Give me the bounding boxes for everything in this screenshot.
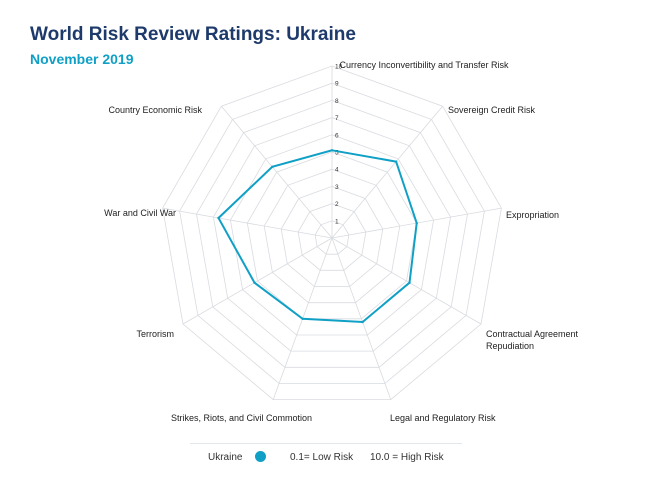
tick-label: 5: [335, 150, 339, 157]
legend-series-marker: [255, 451, 266, 462]
legend-low-risk: 0.1= Low Risk: [290, 452, 354, 463]
grid-ring: [179, 82, 485, 384]
tick-label: 4: [335, 167, 339, 174]
series-line-ukraine: [217, 149, 418, 324]
radar-category-labels: Currency Inconvertibility and Transfer R…: [104, 60, 578, 423]
radar-tick-labels: 1 2 3 4 5 6 7 8 9 10: [335, 64, 343, 226]
series-point: [271, 165, 274, 168]
grid-ring: [196, 99, 468, 368]
category-label: Terrorism: [137, 329, 175, 339]
tick-label: 3: [335, 184, 339, 191]
tick-label: 2: [335, 201, 339, 208]
legend-series-label: Ukraine: [208, 452, 243, 463]
category-label: War and Civil War: [104, 208, 176, 218]
grid-ring: [297, 203, 367, 271]
radar-series: [217, 149, 418, 324]
radar-grid: [162, 65, 502, 401]
chart-legend: Ukraine 0.1= Low Risk 10.0 = High Risk: [190, 443, 462, 470]
tick-label: 9: [335, 81, 339, 88]
category-label: Strikes, Riots, and Civil Commotion: [171, 413, 312, 423]
axis-spoke: [182, 237, 333, 325]
tick-label: 7: [335, 115, 339, 122]
radar-spokes: [162, 66, 502, 400]
series-point: [217, 216, 220, 220]
chart-subtitle: November 2019: [30, 51, 134, 67]
axis-spoke: [331, 237, 482, 325]
series-point: [330, 149, 334, 152]
category-label: Currency Inconvertibility and Transfer R…: [339, 60, 509, 70]
category-label: Sovereign Credit Risk: [448, 105, 536, 115]
legend-high-risk: 10.0 = High Risk: [370, 452, 444, 463]
tick-label: 6: [335, 132, 339, 139]
series-point: [408, 281, 411, 284]
axis-spoke: [162, 207, 333, 239]
grid-ring: [280, 185, 384, 287]
grid-ring: [263, 168, 401, 304]
category-label: Expropriation: [506, 210, 559, 220]
axis-spoke: [331, 105, 443, 239]
grid-ring: [212, 117, 452, 352]
grid-ring: [314, 220, 350, 255]
tick-label: 10: [335, 64, 343, 71]
tick-label: 8: [335, 98, 339, 105]
category-label: Contractual Agreement Repudiation: [486, 329, 579, 351]
chart-title: World Risk Review Ratings: Ukraine: [30, 24, 356, 45]
grid-ring: [246, 151, 418, 320]
series-point: [361, 320, 364, 324]
axis-spoke: [331, 237, 392, 400]
series-point: [394, 160, 398, 163]
grid-ring: [162, 65, 502, 401]
category-label: Legal and Regulatory Risk: [390, 413, 496, 423]
axis-spoke: [221, 105, 333, 239]
series-point: [415, 221, 418, 225]
category-label: Country Economic Risk: [108, 105, 202, 115]
series-point: [301, 317, 304, 320]
tick-label: 1: [335, 218, 339, 225]
series-point: [253, 281, 256, 284]
